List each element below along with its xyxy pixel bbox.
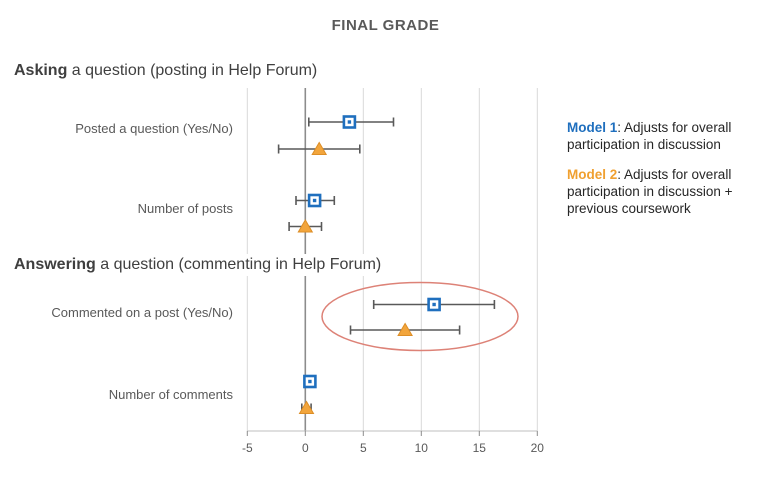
row-label-commented-on-post: Commented on a post (Yes/No) (51, 305, 233, 320)
section-heading-asking-bold: Asking (14, 62, 68, 79)
legend-model2: Model 2: Adjusts for overall participati… (567, 166, 745, 217)
row-label-posted-question: Posted a question (Yes/No) (75, 121, 233, 136)
x-tick-label: 20 (530, 441, 544, 455)
row-label-number-of-comments: Number of comments (108, 387, 233, 402)
x-tick-label: 5 (359, 441, 367, 455)
section-heading-asking: Asking a question (posting in Help Forum… (14, 60, 328, 82)
x-tick-label: 0 (301, 441, 309, 455)
model2-triangle-marker (298, 400, 315, 414)
legend-model2-description: : Adjusts for overall participation in d… (567, 167, 733, 216)
legend-model1-name: Model 1 (567, 120, 618, 135)
legend-model1-description: : Adjusts for overall participation in d… (567, 120, 732, 152)
model1-square-marker-dot (347, 120, 352, 124)
section-heading-answering-bold: Answering (14, 256, 96, 273)
chart-title: FINAL GRADE (331, 17, 440, 34)
section-heading-answering-rest: a question (commenting in Help Forum) (95, 256, 382, 273)
legend-model2-name: Model 2 (567, 167, 618, 182)
legend-model1: Model 1: Adjusts for overall participati… (567, 119, 745, 153)
x-tick-label: 10 (414, 441, 428, 455)
model1-square-marker-dot (312, 198, 317, 203)
section-heading-asking-rest: a question (posting in Help Forum) (67, 62, 318, 79)
row-label-number-of-posts: Number of posts (137, 201, 233, 216)
model2-triangle-marker (397, 322, 413, 336)
x-tick-label: 15 (472, 441, 486, 455)
highlight-ellipse (321, 281, 519, 352)
model1-square-marker-dot (432, 302, 436, 307)
model2-triangle-marker (297, 219, 314, 233)
legend: Model 1: Adjusts for overall participati… (567, 119, 745, 217)
section-heading-answering: Answering a question (commenting in Help… (14, 254, 392, 276)
x-tick-label: -5 (241, 441, 253, 455)
model2-triangle-marker (311, 141, 328, 155)
model1-square-marker-dot (308, 379, 312, 384)
